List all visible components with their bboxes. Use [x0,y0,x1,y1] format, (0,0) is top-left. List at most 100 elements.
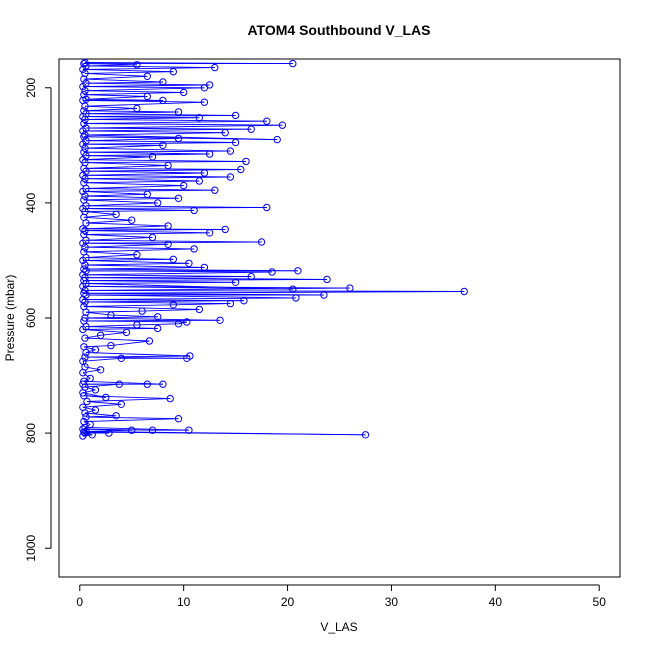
data-point [205,81,214,89]
data-point [185,426,193,434]
series-segment [83,292,324,296]
series-segment [82,372,91,379]
series-segment [83,182,184,187]
series-segment [85,310,143,313]
series-segment [85,95,148,100]
series-segment [82,428,153,431]
series-points-group [79,59,468,440]
y-tick-label: 800 [24,423,38,443]
data-point [82,79,90,87]
series-segment [84,264,205,268]
series-segment [84,316,158,319]
series-segment [86,401,122,405]
data-point [117,400,126,408]
x-tick-label: 30 [385,595,399,609]
series-segment [110,340,150,347]
data-point [80,302,88,311]
series-segment [85,113,236,116]
series-segment [84,132,226,136]
series-line-group [82,62,465,437]
data-point [174,415,183,423]
data-point [164,161,172,170]
data-point [205,229,214,237]
series-segment [85,169,241,172]
series-segment [83,278,328,282]
data-point [190,206,198,215]
series-segment [83,380,163,385]
data-point [278,121,287,129]
data-point [96,331,105,339]
data-point [128,426,136,434]
series-segment [142,308,200,312]
data-point [80,196,88,204]
data-point [221,129,229,137]
series-segment [82,274,252,278]
series-segment [85,205,267,208]
series-segment [83,78,163,83]
series-segment [83,151,210,155]
data-point [195,305,204,314]
data-point [133,61,141,69]
series-segment [84,101,205,107]
series-segment [85,219,132,224]
series-segment [136,323,179,326]
data-point [180,88,188,97]
series-segment [85,430,366,436]
data-point [81,261,89,269]
data-point [148,233,157,242]
data-point [83,397,91,406]
series-segment [82,174,231,178]
data-point [242,157,250,166]
data-point [183,318,191,326]
data-point [237,165,245,174]
series-segment [85,111,179,115]
data-point [88,431,96,439]
data-point [226,299,235,308]
data-point [159,141,167,150]
series-segment [85,326,158,329]
data-point [82,95,90,104]
data-point [80,230,88,239]
series-segment [83,304,174,307]
data-point [211,186,219,194]
data-point [128,216,136,224]
data-point [81,298,89,306]
series-segment [84,386,96,391]
data-point [143,92,152,101]
data-point [112,412,120,420]
series-segment [84,90,184,93]
series-segment [84,193,148,197]
data-point [200,98,209,106]
data-point [80,107,88,115]
y-axis: 200 400 600 800 1000 [24,77,52,562]
series-segment [84,62,293,65]
data-point [164,240,172,249]
x-tick-label: 50 [593,595,607,609]
series-segment [84,209,195,212]
series-segment [83,94,148,97]
x-tick-label: 0 [76,595,83,609]
data-point [96,366,105,374]
series-segment [83,197,179,201]
data-point [323,275,331,284]
data-point [79,96,87,105]
data-point [289,285,297,293]
series-segment [82,128,252,132]
data-point [292,294,300,302]
series-segment [83,150,231,153]
data-point [80,148,88,156]
series-segment [82,403,122,408]
data-point [361,431,370,439]
data-point [81,192,89,200]
series-segment [82,190,148,195]
series-segment [83,291,465,294]
series-segment [83,108,137,112]
series-segment [84,334,101,339]
data-point [200,169,209,177]
data-point [81,243,89,251]
data-point [81,59,89,67]
series-segment [83,165,169,169]
data-point [143,190,152,199]
series-segment [84,147,231,152]
